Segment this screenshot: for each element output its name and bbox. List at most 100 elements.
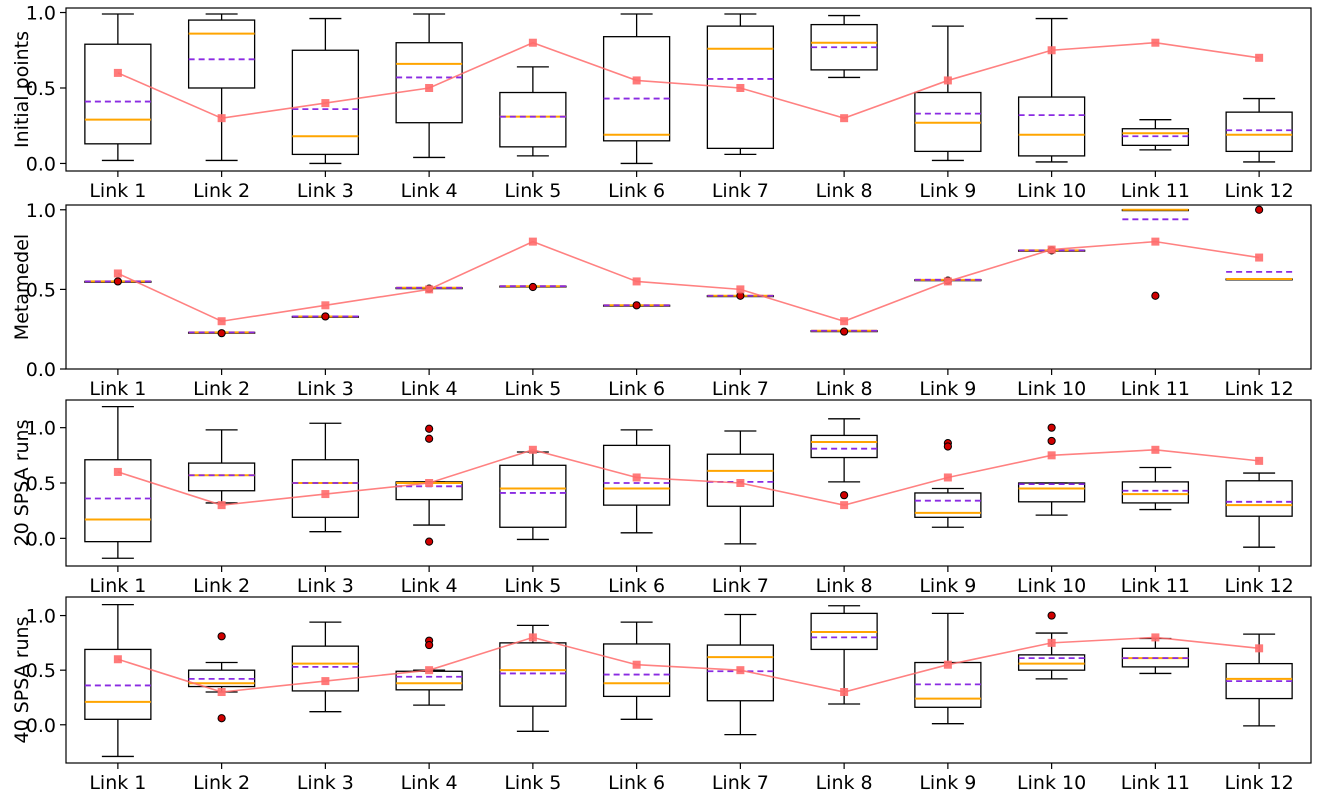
outlier-point [632, 301, 641, 310]
y-tick-label: 1.0 [26, 418, 56, 440]
box-body [1017, 482, 1086, 503]
plot-frame [65, 399, 1312, 567]
x-tick-label: Link 6 [608, 180, 665, 202]
box-11 [1121, 119, 1190, 151]
y-axis-label: Metamedel [11, 234, 33, 340]
box-body [1017, 654, 1086, 671]
x-tick-label: Link 12 [1225, 180, 1294, 202]
box-body [1225, 480, 1293, 517]
box-9 [914, 612, 982, 725]
x-tick-label: Link 11 [1121, 378, 1190, 400]
y-axis-label: 40 SPSA runs [11, 617, 33, 744]
true-value-marker [1151, 445, 1160, 454]
y-tick-label: 0.5 [26, 660, 56, 682]
true-value-marker [632, 660, 641, 669]
box-11 [1121, 637, 1190, 675]
box-6 [602, 621, 671, 720]
box-body [1121, 481, 1190, 504]
box-body [810, 434, 878, 459]
box-1 [84, 13, 152, 162]
x-tick-label: Link 6 [608, 378, 665, 400]
box-3 [291, 312, 360, 321]
true-value-marker [1047, 451, 1056, 460]
box-4 [395, 13, 463, 159]
true-value-marker [632, 473, 641, 482]
box-3 [291, 621, 360, 713]
box-body [291, 49, 360, 156]
x-tick-label: Link 1 [89, 180, 146, 202]
box-3 [291, 17, 360, 165]
outlier-point [425, 537, 434, 546]
box-body [499, 642, 567, 707]
x-tick-label: Link 7 [712, 575, 769, 597]
box-7 [706, 13, 775, 156]
true-value-marker [528, 633, 537, 642]
x-tick-label: Link 12 [1225, 575, 1294, 597]
y-tick-label: 0.5 [26, 78, 56, 100]
true-value-marker [113, 269, 122, 278]
true-value-marker [1047, 638, 1056, 647]
true-value-marker [217, 317, 226, 326]
y-tick-label: 0.0 [26, 715, 56, 737]
true-value-marker [321, 99, 330, 108]
box-5 [499, 66, 567, 157]
y-tick-label: 0.5 [26, 473, 56, 495]
x-tick-label: Link 1 [89, 378, 146, 400]
y-axis-label: Initial points [11, 31, 33, 148]
box-2 [187, 329, 256, 338]
box-11 [1121, 466, 1190, 511]
x-tick-label: Link 11 [1121, 772, 1190, 794]
y-tick-label: 0.0 [26, 359, 56, 381]
box-body [1225, 111, 1293, 153]
x-tick-label: Link 3 [297, 772, 354, 794]
true-value-marker [1255, 456, 1264, 465]
outlier-point [217, 632, 226, 641]
true-value-marker [113, 467, 122, 476]
x-tick-label: Link 2 [193, 180, 250, 202]
x-tick-label: Link 3 [297, 575, 354, 597]
outlier-point [943, 442, 952, 451]
true-value-marker [113, 68, 122, 77]
box-8 [810, 14, 878, 79]
x-tick-label: Link 3 [297, 378, 354, 400]
true-value-marker [1151, 633, 1160, 642]
box-11 [1121, 208, 1190, 300]
true-value-marker [425, 83, 434, 92]
x-tick-label: Link 2 [193, 575, 250, 597]
x-tick-label: Link 4 [401, 575, 458, 597]
true-value-marker [1047, 46, 1056, 55]
box-body [84, 43, 152, 145]
chart-panel-3: 0.0 0.5 1.020 SPSA runs Link 1 Link 2 Link 3 L… [11, 399, 1312, 597]
box-1 [84, 405, 152, 559]
x-tick-label: Link 1 [89, 575, 146, 597]
box-2 [187, 632, 256, 723]
y-tick-label: 0.0 [26, 153, 56, 175]
x-tick-label: Link 9 [919, 575, 976, 597]
box-12 [1225, 205, 1293, 281]
true-value-line [117, 636, 1260, 693]
outlier-point [425, 424, 434, 433]
box-body [84, 648, 152, 720]
x-tick-label: Link 5 [504, 575, 561, 597]
x-tick-label: Link 9 [919, 772, 976, 794]
x-tick-label: Link 5 [504, 378, 561, 400]
box-5 [499, 624, 567, 732]
box-1 [84, 603, 152, 758]
outlier-point [217, 714, 226, 723]
true-value-marker [943, 660, 952, 669]
chart-panel-2: 0.0 0.5 1.0 Metamedel Link 1 Link 2 Link 3 Link… [11, 200, 1312, 400]
x-tick-label: Link 10 [1017, 378, 1086, 400]
x-tick-label: Link 10 [1017, 772, 1086, 794]
outlier-point [113, 277, 122, 286]
box-2 [187, 13, 256, 162]
outlier-point [1047, 611, 1056, 620]
box-body [706, 644, 775, 702]
y-tick-label: 1.0 [26, 3, 56, 25]
outlier-point [217, 329, 226, 338]
box-body [84, 459, 152, 543]
outlier-point [840, 327, 849, 336]
box-body [706, 25, 775, 150]
x-tick-label: Link 6 [608, 772, 665, 794]
x-tick-label: Link 12 [1225, 378, 1294, 400]
outlier-point [1255, 205, 1264, 214]
